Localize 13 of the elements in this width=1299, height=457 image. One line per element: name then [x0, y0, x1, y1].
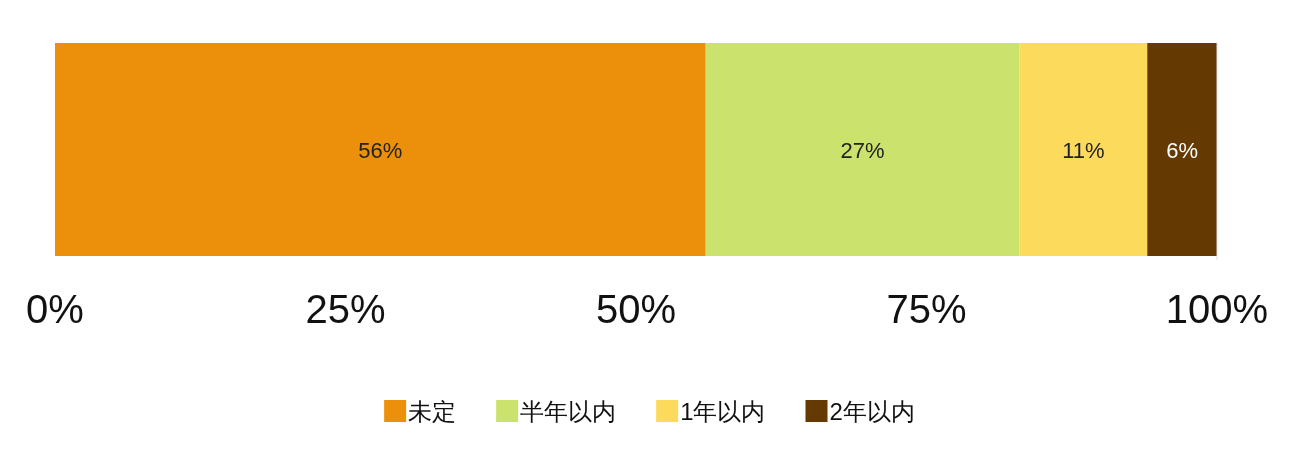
- x-tick-label: 75%: [886, 287, 967, 331]
- data-label: 11%: [1062, 137, 1105, 163]
- data-label: 27%: [840, 137, 885, 163]
- legend-label: 1年以内: [680, 398, 766, 425]
- legend-label: 半年以内: [520, 398, 617, 425]
- legend-label: 2年以内: [829, 398, 915, 425]
- data-label: 56%: [358, 137, 403, 163]
- legend-label: 未定: [408, 398, 457, 425]
- data-label: 6%: [1166, 137, 1199, 163]
- x-tick-label: 50%: [595, 287, 677, 331]
- x-tick-label: 25%: [305, 287, 386, 331]
- x-tick-label: 0%: [26, 287, 84, 331]
- x-tick-label: 100%: [1165, 287, 1269, 331]
